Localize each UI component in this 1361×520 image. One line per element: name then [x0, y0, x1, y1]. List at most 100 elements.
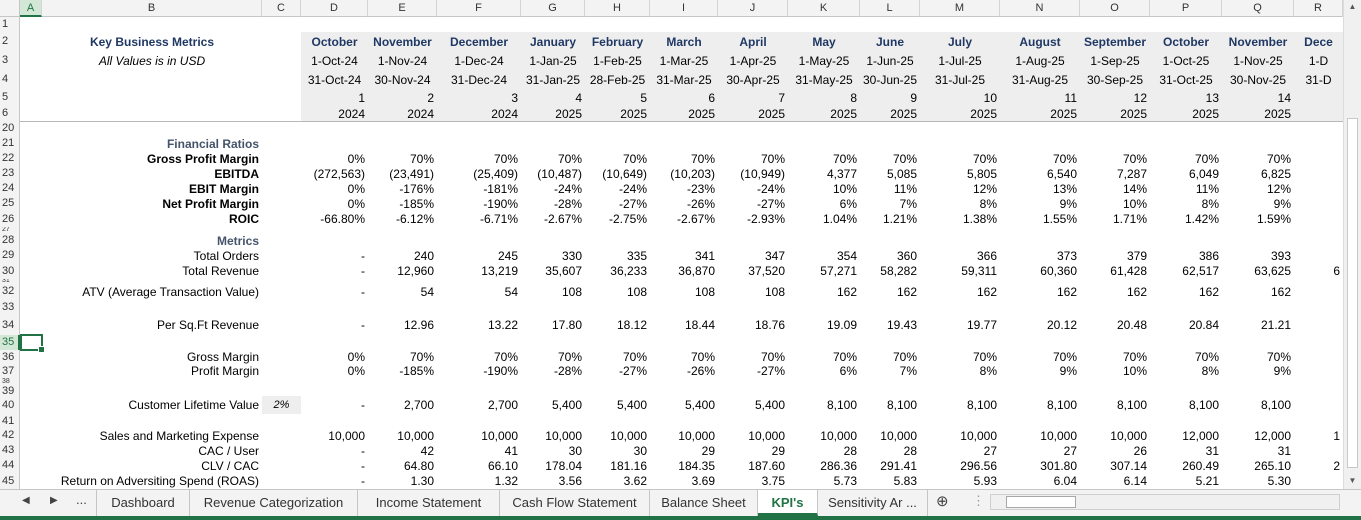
row-header-2[interactable]: 2 [0, 32, 20, 51]
spreadsheet-grid[interactable]: A B C D E F G H I J K L M N O P Q R 1 2 3 4 5 6 20 21 22 23 24 25 26 27… [0, 0, 1343, 489]
header-start-dates-cell: 1-Dec-24 [454, 53, 504, 68]
row-header-34[interactable]: 34 [0, 315, 20, 335]
value-cell: -6.71% [479, 212, 518, 226]
value-cell: 19.43 [886, 318, 917, 332]
column-header-M[interactable]: M [920, 0, 1000, 17]
value-cell: 162 [1270, 284, 1291, 299]
column-header-Q[interactable]: Q [1222, 0, 1294, 17]
value-cell: 42 [420, 443, 434, 458]
sheet-tab-dashboard[interactable]: Dashboard [96, 490, 190, 516]
horizontal-scrollbar[interactable] [990, 494, 1340, 510]
row-header-3[interactable]: 3 [0, 51, 20, 70]
column-header-H[interactable]: H [585, 0, 650, 17]
row-label: Per Sq.Ft Revenue [156, 318, 259, 332]
row-header-6[interactable]: 6 [0, 106, 20, 121]
row-header-40[interactable]: 40 [0, 396, 20, 414]
column-header-D[interactable]: D [301, 0, 368, 17]
column-header-G[interactable]: G [521, 0, 585, 17]
row-header-29[interactable]: 29 [0, 248, 20, 263]
value-cell: 8,100 [1260, 398, 1291, 412]
column-header-E[interactable]: E [368, 0, 437, 17]
column-header-I[interactable]: I [650, 0, 718, 17]
tab-scroll-right-icon[interactable]: ▶ [50, 495, 58, 506]
value-cell: 5.73 [833, 474, 857, 488]
tab-more-button[interactable]: ... [76, 492, 87, 507]
tab-scroll-left-icon[interactable]: ◀ [22, 495, 30, 506]
row-header-41[interactable]: 41 [0, 414, 20, 428]
row-header-33[interactable]: 33 [0, 300, 20, 315]
sheet-tab-kpi-s[interactable]: KPI's [758, 490, 818, 516]
tab-bar-menu-icon[interactable]: ⋮ [972, 493, 985, 508]
column-header-A[interactable]: A [20, 0, 42, 17]
column-header-K[interactable]: K [788, 0, 860, 17]
column-header-L[interactable]: L [860, 0, 920, 17]
row-header-36[interactable]: 36 [0, 350, 20, 364]
column-header-C[interactable]: C [262, 0, 301, 17]
add-sheet-icon[interactable]: ⊕ [936, 493, 949, 510]
row-header-20[interactable]: 20 [0, 121, 20, 136]
column-header-P[interactable]: P [1150, 0, 1222, 17]
row-header-22[interactable]: 22 [0, 151, 20, 166]
row-header-32[interactable]: 32 [0, 283, 20, 300]
row-header-43[interactable]: 43 [0, 443, 20, 458]
row-header-27[interactable]: 27 [0, 227, 20, 233]
row-header-39[interactable]: 39 [0, 386, 20, 396]
column-header-N[interactable]: N [1000, 0, 1080, 17]
column-header-R[interactable]: R [1294, 0, 1343, 17]
column-header-B[interactable]: B [42, 0, 262, 17]
row-header-25[interactable]: 25 [0, 196, 20, 211]
value-cell: 31 [1277, 443, 1291, 458]
column-header-O[interactable]: O [1080, 0, 1150, 17]
row-header-1[interactable]: 1 [0, 17, 20, 32]
sheet-tab-sensitivity-ar[interactable]: Sensitivity Ar ... [818, 490, 928, 516]
row-header-21[interactable]: 21 [0, 136, 20, 151]
row-header-37[interactable]: 37 [0, 364, 20, 378]
sheet-tab-revenue-categorization[interactable]: Revenue Categorization [190, 490, 358, 516]
column-header-F[interactable]: F [437, 0, 521, 17]
row-header-26[interactable]: 26 [0, 211, 20, 227]
row-header-31[interactable]: 31 [0, 279, 20, 283]
header-months-cell: June [875, 34, 904, 49]
row-header-42[interactable]: 42 [0, 428, 20, 443]
header-start-dates-cell: 1-May-25 [798, 53, 850, 68]
header-years-cell: 2025 [758, 106, 785, 121]
row-header-30[interactable]: 30 [0, 263, 20, 279]
vertical-scrollbar[interactable]: ▲ ▼ [1343, 0, 1361, 489]
sheet-tab-income-statement[interactable]: Income Statement [358, 490, 500, 516]
value-cell: 8,100 [826, 398, 857, 412]
value-cell: 13% [1052, 181, 1077, 196]
value-cell: 178.04 [545, 458, 582, 473]
sheet-tab-cash-flow-statement[interactable]: Cash Flow Statement [500, 490, 650, 516]
row-header-44[interactable]: 44 [0, 458, 20, 473]
value-cell: 184.35 [678, 458, 715, 473]
value-cell: - [361, 248, 365, 263]
active-cell-selection[interactable] [20, 334, 45, 353]
column-header-J[interactable]: J [718, 0, 788, 17]
row-header-23[interactable]: 23 [0, 166, 20, 181]
horizontal-scroll-thumb[interactable] [1006, 496, 1076, 508]
vertical-scroll-thumb[interactable] [1347, 118, 1358, 468]
row-header-5[interactable]: 5 [0, 89, 20, 106]
scroll-up-icon[interactable]: ▲ [1348, 2, 1357, 11]
header-period-numbers-cell: 12 [1133, 90, 1147, 105]
value-cell: 181.16 [610, 458, 647, 473]
row-label: CAC / User [198, 443, 259, 458]
row-header-4[interactable]: 4 [0, 70, 20, 89]
row-header-45[interactable]: 45 [0, 473, 20, 489]
scroll-down-icon[interactable]: ▼ [1348, 476, 1357, 485]
select-all-corner[interactable] [0, 0, 20, 17]
row-header-38[interactable]: 38 [0, 378, 20, 386]
value-cell: 1 [1333, 428, 1340, 443]
value-cell: 5,805 [966, 166, 997, 181]
row-header-24[interactable]: 24 [0, 181, 20, 196]
sheet-tab-balance-sheet[interactable]: Balance Sheet [650, 490, 758, 516]
header-end-dates-cell: 31-D [1305, 72, 1332, 87]
header-period-numbers-cell: 6 [708, 90, 715, 105]
value-cell: 162 [1056, 284, 1077, 299]
header-start-dates-cell: 1-D [1308, 53, 1329, 68]
value-cell [1294, 283, 1343, 300]
value-cell: 3.69 [691, 474, 715, 488]
row-header-35[interactable]: 35 [0, 335, 20, 350]
row-header-28[interactable]: 28 [0, 233, 20, 248]
value-cell: -28% [553, 196, 582, 211]
